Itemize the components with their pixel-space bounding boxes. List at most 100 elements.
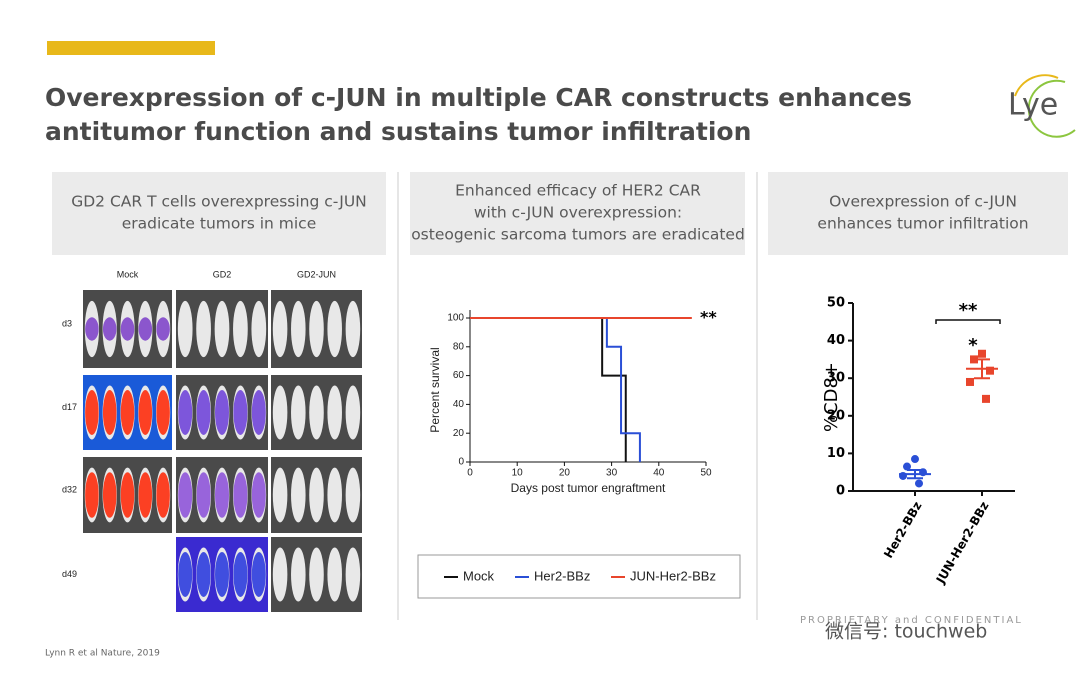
panel-heading: enhances tumor infiltration (817, 215, 1028, 233)
panel-heading-bg (52, 172, 386, 255)
signal (178, 472, 193, 518)
point (915, 479, 923, 488)
x-tick-label: 40 (653, 468, 665, 479)
signal (178, 552, 193, 597)
signal (138, 472, 153, 518)
x-tick-label: JUN-Her2-BBz (933, 499, 992, 587)
signal (215, 472, 229, 518)
signal (178, 390, 193, 435)
mouse (327, 547, 342, 602)
annotation: * (968, 335, 978, 356)
row-label: d3 (62, 318, 72, 328)
signal (233, 472, 248, 518)
y-tick-label: 10 (827, 446, 845, 461)
mouse (272, 385, 288, 440)
y-axis-label: %CD8+ (821, 362, 842, 432)
signal (233, 552, 248, 597)
x-axis-label: Days post tumor engraftment (511, 481, 666, 495)
x-tick-label: 50 (700, 468, 712, 479)
mouse (309, 547, 324, 602)
mouse (233, 300, 248, 358)
y-tick-label: 100 (447, 313, 464, 324)
mouse (309, 467, 324, 523)
signal (233, 390, 248, 435)
point (911, 455, 919, 464)
x-tick-label: Her2-BBz (881, 499, 924, 560)
mouse (251, 300, 267, 358)
signal (138, 317, 153, 341)
mouse (272, 547, 288, 602)
column-label: Mock (117, 269, 139, 279)
row-label: d49 (62, 569, 77, 579)
mouse (327, 385, 342, 440)
signal (196, 390, 211, 435)
x-tick-label: 0 (467, 468, 473, 479)
signal (156, 390, 170, 435)
logo-ring (1014, 74, 1059, 97)
panel-heading-bg (768, 172, 1068, 255)
panel-heading: eradicate tumors in mice (122, 215, 317, 233)
mouse (345, 467, 361, 523)
accent-bar (47, 41, 215, 55)
signal (156, 317, 170, 341)
point (978, 349, 986, 358)
mouse (196, 300, 211, 358)
column-label: GD2-JUN (297, 269, 336, 279)
signal (196, 552, 211, 597)
signal (120, 317, 135, 341)
legend-label: Her2-BBz (534, 568, 590, 583)
mouse (214, 300, 230, 358)
signal (215, 390, 229, 435)
y-tick-label: 20 (827, 408, 845, 423)
citation: Lynn R et al Nature, 2019 (45, 649, 160, 659)
y-tick-label: 0 (458, 457, 464, 468)
logo-ring (1027, 79, 1076, 138)
signal (138, 390, 153, 435)
column-label: GD2 (213, 269, 232, 279)
significance-bracket (935, 319, 1001, 324)
mouse (309, 385, 324, 440)
mouse (291, 467, 306, 523)
point (982, 394, 990, 403)
mouse (291, 547, 306, 602)
signal (85, 317, 99, 341)
mouse (345, 385, 361, 440)
signal (251, 472, 266, 518)
y-axis-label: Percent survival (428, 347, 442, 432)
mouse (345, 547, 361, 602)
error-bar (974, 358, 990, 380)
y-tick-label: 0 (836, 484, 845, 499)
panel-heading: osteogenic sarcoma tumors are eradicated (411, 226, 745, 244)
signal (215, 552, 229, 597)
confidential: PROPRIETARY and CONFIDENTIAL (800, 615, 1023, 626)
x-tick-label: 30 (606, 468, 618, 479)
y-tick-label: 30 (827, 371, 845, 386)
y-tick-label: 20 (453, 428, 465, 439)
signal (196, 472, 211, 518)
title-line: antitumor function and sustains tumor in… (45, 117, 751, 146)
mouse (327, 300, 342, 358)
panel-heading: Overexpression of c-JUN (829, 193, 1017, 211)
point (986, 366, 994, 375)
annotation: ** (700, 308, 717, 327)
y-tick-label: 50 (827, 296, 845, 311)
mouse (345, 300, 361, 358)
point (903, 462, 911, 471)
signal (156, 472, 170, 518)
mouse (309, 300, 324, 358)
x-tick-label: 20 (559, 468, 571, 479)
panel-heading-bg (410, 172, 745, 255)
mouse (291, 300, 306, 358)
legend-box (417, 554, 741, 599)
survival-line (470, 317, 627, 462)
signal (102, 390, 117, 435)
panel-heading: with c-JUN overexpression: (474, 204, 682, 222)
panel-heading: Enhanced efficacy of HER2 CAR (455, 182, 701, 200)
y-tick-label: 40 (453, 399, 465, 410)
logo-text: Lye (1008, 88, 1058, 123)
x-tick-label: 10 (512, 468, 524, 479)
title-line: Overexpression of c-JUN in multiple CAR … (45, 83, 912, 112)
error-bar (907, 468, 923, 480)
point (966, 377, 974, 386)
mouse (177, 300, 193, 358)
